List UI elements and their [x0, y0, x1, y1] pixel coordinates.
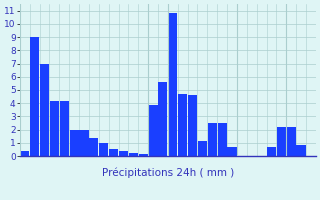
Bar: [188, 95, 197, 156]
Bar: [208, 123, 217, 156]
Bar: [50, 101, 59, 156]
Bar: [178, 94, 187, 156]
Bar: [267, 147, 276, 156]
Bar: [60, 101, 69, 156]
Bar: [287, 127, 296, 156]
Bar: [198, 141, 207, 156]
X-axis label: Précipitations 24h ( mm ): Précipitations 24h ( mm ): [102, 167, 234, 178]
Bar: [297, 145, 306, 156]
Bar: [129, 153, 138, 156]
Bar: [139, 154, 148, 156]
Bar: [99, 143, 108, 156]
Bar: [79, 130, 89, 156]
Bar: [148, 105, 157, 156]
Bar: [119, 151, 128, 156]
Bar: [277, 127, 286, 156]
Bar: [40, 64, 49, 156]
Bar: [20, 151, 29, 156]
Bar: [69, 130, 79, 156]
Bar: [158, 82, 167, 156]
Bar: [30, 37, 39, 156]
Bar: [109, 149, 118, 156]
Bar: [168, 13, 177, 156]
Bar: [89, 138, 98, 156]
Bar: [218, 123, 227, 156]
Bar: [228, 147, 236, 156]
